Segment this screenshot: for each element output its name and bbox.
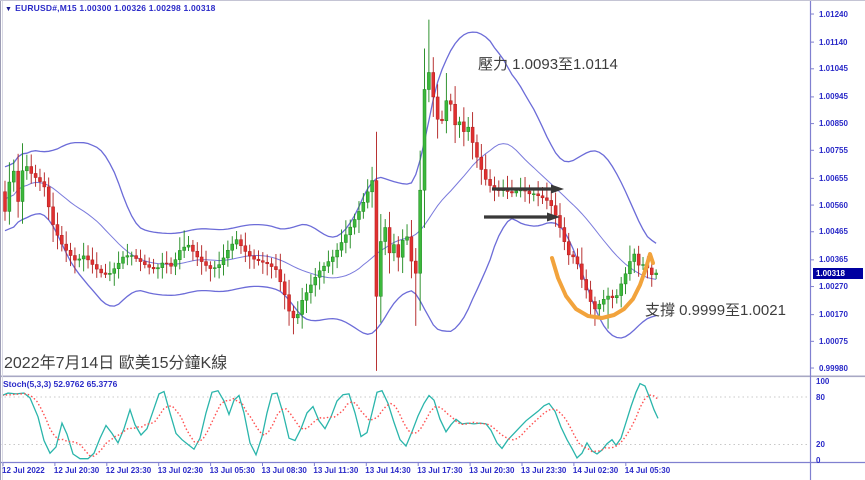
stochastic-layer — [0, 382, 810, 460]
price-axis-label: 1.00365 — [819, 255, 848, 265]
time-axis-label: 13 Jul 05:30 — [209, 466, 255, 475]
time-axis-label: 14 Jul 05:30 — [624, 466, 671, 475]
price-axis-label: 1.00945 — [819, 92, 848, 102]
candles-layer — [3, 19, 658, 371]
price-axis-label: 1.00270 — [819, 282, 848, 292]
bollinger-middle-line — [4, 143, 657, 280]
price-axis-label: 0.99980 — [819, 363, 848, 373]
time-axis-label: 13 Jul 02:30 — [157, 466, 204, 475]
time-axis-label: 14 Jul 02:30 — [572, 466, 619, 475]
stoch-axis-label: 80 — [816, 392, 825, 402]
right-arrow-icon — [547, 212, 560, 222]
trade-arrows-layer — [484, 184, 564, 222]
bollinger-upper-line — [4, 31, 657, 244]
price-axis-label: 1.00560 — [819, 200, 848, 210]
right-arrow-icon — [551, 184, 564, 194]
time-axis-label: 13 Jul 08:30 — [261, 466, 307, 475]
current-price-badge: 1.00318 — [813, 267, 863, 279]
time-axis-label: 13 Jul 17:30 — [417, 466, 463, 475]
price-axis-label: 1.00075 — [819, 336, 848, 346]
price-axis-label: 1.00655 — [819, 173, 848, 183]
bollinger-lower-line — [4, 213, 657, 339]
time-axis-label: 13 Jul 23:30 — [521, 466, 567, 475]
time-axis-label: 12 Jul 23:30 — [105, 466, 152, 475]
time-axis-label: 12 Jul 20:30 — [53, 466, 100, 475]
price-axis-label: 1.00755 — [819, 145, 848, 155]
stoch-axis-label: 20 — [816, 439, 825, 449]
time-axis-label: 13 Jul 20:30 — [469, 466, 515, 475]
price-axis-label: 1.01045 — [819, 64, 848, 74]
price-axis-label: 1.00465 — [819, 227, 848, 237]
price-axis-label: 1.00170 — [819, 310, 848, 320]
stoch-d-line — [1, 392, 658, 457]
time-axis-label: 12 Jul 2022 — [2, 466, 45, 475]
price-axis-label: 1.01140 — [819, 37, 848, 47]
pane-separator — [0, 375, 865, 378]
price-axis-label: 1.00850 — [819, 119, 848, 129]
support-hook-curve — [550, 252, 655, 320]
time-axis-label: 13 Jul 14:30 — [365, 466, 411, 475]
stoch-axis-label: 100 — [816, 376, 830, 386]
bollinger-bands-layer — [4, 31, 657, 339]
stoch-axis-label: 0 — [816, 455, 821, 465]
price-axis-label: 1.01240 — [819, 9, 848, 19]
stoch-k-line — [1, 382, 659, 460]
time-axis-label: 13 Jul 11:30 — [313, 466, 359, 475]
